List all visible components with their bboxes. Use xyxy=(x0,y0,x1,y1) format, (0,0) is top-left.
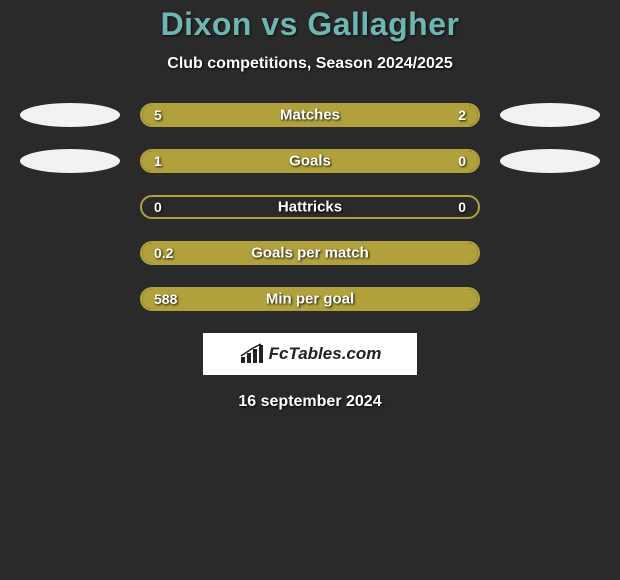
stat-bar: 1 0 Goals xyxy=(140,149,480,173)
left-value: 0.2 xyxy=(154,245,173,261)
stat-label: Matches xyxy=(280,107,340,124)
left-ellipse xyxy=(20,149,120,173)
right-ellipse xyxy=(500,103,600,127)
left-value: 588 xyxy=(154,291,177,307)
subtitle: Club competitions, Season 2024/2025 xyxy=(0,55,620,73)
bar-fill-right xyxy=(401,151,478,171)
stat-label: Hattricks xyxy=(278,199,342,216)
date-label: 16 september 2024 xyxy=(0,393,620,411)
stat-bar: 5 2 Matches xyxy=(140,103,480,127)
page-title: Dixon vs Gallagher xyxy=(0,6,620,43)
bar-fill-left xyxy=(142,151,401,171)
stat-label: Goals xyxy=(289,153,331,170)
brand-box[interactable]: FcTables.com xyxy=(203,333,417,375)
comparison-row: 5 2 Matches xyxy=(0,103,620,127)
comparison-row: 0 0 Hattricks xyxy=(0,195,620,219)
comparison-rows: 5 2 Matches 1 0 Goals 0 0 Hattricks 0.2 Goals per … xyxy=(0,103,620,311)
comparison-row: 1 0 Goals xyxy=(0,149,620,173)
left-value: 1 xyxy=(154,153,162,169)
right-value: 2 xyxy=(458,107,466,123)
right-value: 0 xyxy=(458,153,466,169)
left-ellipse xyxy=(20,103,120,127)
stat-bar: 588 Min per goal xyxy=(140,287,480,311)
brand-text: FcTables.com xyxy=(269,344,382,364)
comparison-row: 0.2 Goals per match xyxy=(0,241,620,265)
stat-bar: 0.2 Goals per match xyxy=(140,241,480,265)
left-value: 0 xyxy=(154,199,162,215)
chart-container: Dixon vs Gallagher Club competitions, Se… xyxy=(0,0,620,411)
comparison-row: 588 Min per goal xyxy=(0,287,620,311)
right-ellipse xyxy=(500,149,600,173)
chart-logo-icon xyxy=(239,343,265,365)
stat-bar: 0 0 Hattricks xyxy=(140,195,480,219)
stat-label: Min per goal xyxy=(266,291,354,308)
left-value: 5 xyxy=(154,107,162,123)
right-value: 0 xyxy=(458,199,466,215)
stat-label: Goals per match xyxy=(251,245,369,262)
